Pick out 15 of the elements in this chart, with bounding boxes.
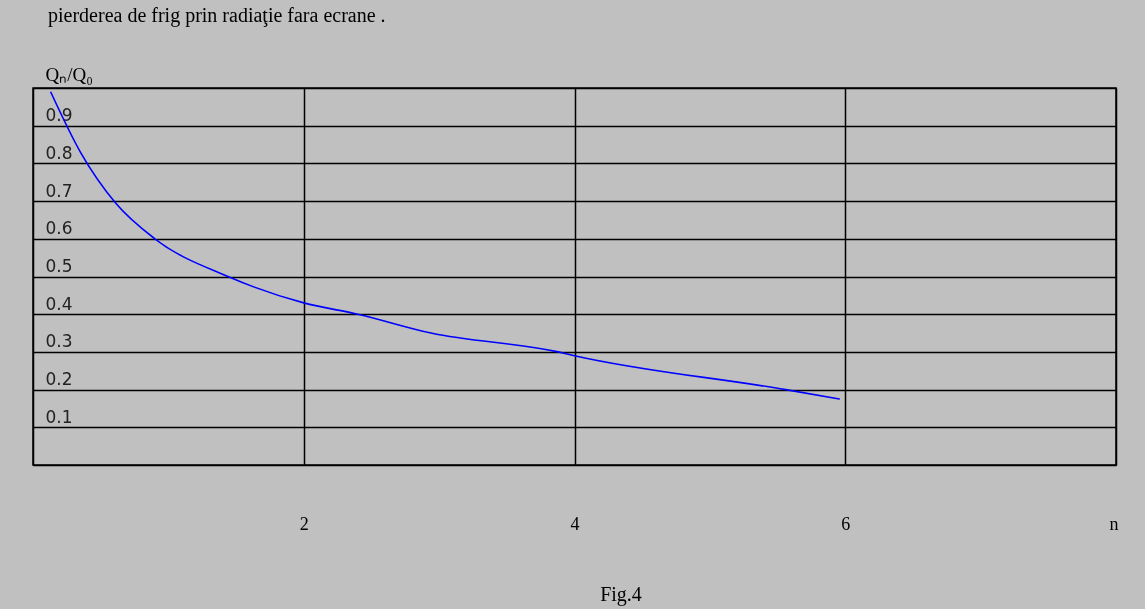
x-tick-label: 6 xyxy=(841,513,851,534)
x-tick-label: 2 xyxy=(299,513,309,534)
x-axis-title: n xyxy=(1109,513,1119,534)
x-tick-label: 4 xyxy=(570,513,580,534)
chart-title: pierderea de frig prin radiaţie fara ecrane . xyxy=(48,4,386,27)
y-tick-label: 0.8 xyxy=(45,142,73,163)
y-tick-label: 0.2 xyxy=(45,369,73,390)
y-tick-label: 0.3 xyxy=(45,331,73,352)
y-tick-label: 0.6 xyxy=(45,218,73,239)
y-tick-label: 0.5 xyxy=(45,256,73,276)
caption: Fig.4 xyxy=(600,583,642,606)
y-tick-label: 0.1 xyxy=(45,406,73,427)
y-tick-label: 0.4 xyxy=(45,293,73,314)
y-tick-label: 0.7 xyxy=(45,180,73,201)
y-axis-title: Qₙ/Q₀ xyxy=(45,63,93,85)
